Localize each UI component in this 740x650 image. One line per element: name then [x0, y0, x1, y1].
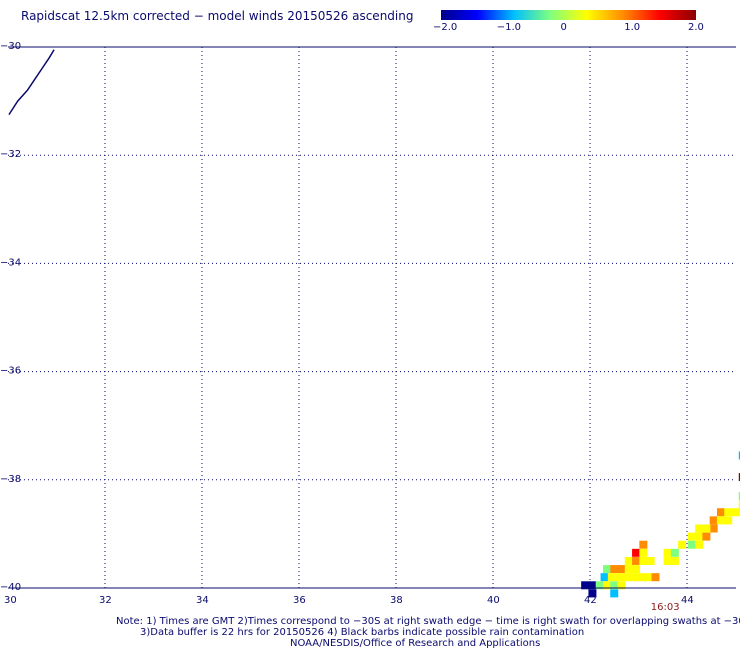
wind-difference-cell	[709, 524, 718, 533]
wind-difference-cell	[651, 573, 660, 582]
wind-difference-cell	[639, 548, 648, 557]
wind-difference-cell	[622, 573, 631, 582]
wind-difference-cell	[702, 524, 711, 533]
wind-difference-cell	[670, 548, 679, 557]
wind-difference-cell	[724, 508, 733, 517]
x-tick-label: 32	[99, 595, 112, 606]
wind-difference-cell	[695, 524, 704, 533]
wind-difference-cell	[624, 565, 633, 574]
map-title: Rapidscat 12.5km corrected − model winds…	[21, 9, 414, 23]
y-tick-label: −36	[0, 366, 21, 377]
wind-difference-cell	[615, 573, 624, 582]
wind-difference-cell	[695, 540, 704, 549]
wind-difference-cell	[600, 573, 609, 582]
colorbar-tick-label: −1.0	[496, 22, 522, 33]
wind-difference-cell	[738, 473, 740, 482]
note-line-3: NOAA/NESDIS/Office of Research and Appli…	[290, 638, 541, 649]
y-tick-label: −32	[0, 149, 21, 160]
x-tick-label: 36	[293, 595, 306, 606]
wind-difference-cell	[724, 516, 733, 525]
wind-difference-cell	[629, 573, 638, 582]
wind-difference-cell	[695, 532, 704, 541]
wind-difference-cell	[632, 565, 641, 574]
swath-cells	[581, 451, 740, 598]
wind-difference-cell	[731, 508, 740, 517]
wind-difference-cell	[687, 540, 696, 549]
pass-time-label: 16:03	[651, 602, 680, 613]
wind-difference-cell	[639, 540, 648, 549]
x-tick-label: 34	[196, 595, 209, 606]
wind-difference-cell	[632, 556, 641, 565]
coastline-path	[8, 49, 55, 116]
wind-difference-cell	[588, 589, 597, 598]
note-line-2: 3)Data buffer is 22 hrs for 20150526 4) …	[140, 627, 585, 638]
x-tick-label: 40	[487, 595, 500, 606]
wind-difference-cell	[581, 581, 590, 590]
wind-difference-cell	[610, 565, 619, 574]
colorbar-tick-label: 2.0	[688, 22, 704, 33]
wind-difference-cell	[678, 540, 687, 549]
x-tick-label: 42	[584, 595, 597, 606]
wind-difference-cell	[646, 556, 655, 565]
wind-difference-cell	[663, 556, 672, 565]
wind-difference-cell	[602, 581, 611, 590]
wind-difference-cell	[602, 565, 611, 574]
colorbar-tick-label: −2.0	[433, 22, 458, 33]
coastline	[8, 49, 55, 116]
colorbar-tick-label: 0	[560, 22, 567, 33]
wind-difference-cell	[709, 516, 718, 525]
wind-difference-cell	[607, 573, 616, 582]
colorbar-gradient	[441, 10, 696, 20]
wind-difference-cell	[702, 532, 711, 541]
x-tick-label: 30	[4, 595, 17, 606]
wind-difference-cell	[716, 508, 725, 517]
wind-difference-cell	[595, 581, 604, 590]
wind-difference-cell	[639, 556, 648, 565]
wind-difference-cell	[670, 556, 679, 565]
wind-difference-cell	[644, 573, 653, 582]
wind-difference-cell	[738, 500, 740, 509]
wind-difference-cell	[738, 508, 740, 517]
wind-difference-cell	[617, 581, 626, 590]
wind-difference-cell	[716, 516, 725, 525]
wind-difference-cell	[663, 548, 672, 557]
y-tick-label: −38	[0, 474, 21, 485]
colorbar-tick-label: 1.0	[624, 22, 641, 33]
wind-difference-cell	[738, 451, 740, 460]
wind-difference-cell	[624, 556, 633, 565]
wind-difference-cell	[588, 581, 597, 590]
graticule	[8, 47, 736, 588]
wind-difference-cell	[610, 581, 619, 590]
note-line-1: Note: 1) Times are GMT 2)Times correspon…	[116, 616, 740, 627]
wind-difference-cell	[610, 589, 619, 598]
wind-difference-cell	[632, 548, 641, 557]
wind-difference-cell	[738, 492, 740, 501]
colorbar	[441, 10, 696, 20]
y-tick-label: −34	[0, 257, 21, 268]
x-tick-label: 44	[681, 595, 694, 606]
x-tick-label: 38	[390, 595, 403, 606]
wind-difference-cell	[636, 573, 645, 582]
wind-difference-cell	[687, 532, 696, 541]
wind-difference-cell	[617, 565, 626, 574]
